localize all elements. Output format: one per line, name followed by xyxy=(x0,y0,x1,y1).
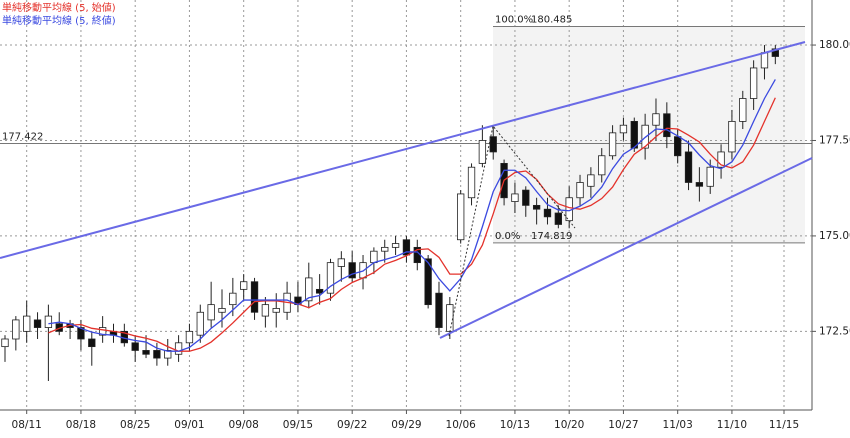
candle-body xyxy=(749,67,758,99)
price-line-label: 177.422 xyxy=(2,131,43,142)
candle-body xyxy=(717,151,725,168)
x-tick-label: 11/15 xyxy=(769,419,799,431)
y-tick-label: 180.000 xyxy=(819,39,850,51)
candle-body xyxy=(164,350,172,359)
candle-body xyxy=(33,319,42,328)
candle-body xyxy=(77,327,85,340)
candle-body xyxy=(446,304,454,332)
fib-value: 174.819 xyxy=(531,231,572,242)
legend-entry: 単純移動平均線 (5, 終値) xyxy=(2,14,116,27)
candle-body xyxy=(326,262,335,294)
candle-body xyxy=(511,193,519,202)
candle-body xyxy=(153,350,161,359)
candle-body xyxy=(706,166,714,187)
candle-body xyxy=(598,155,606,176)
fib-value: 180.485 xyxy=(531,15,572,26)
x-tick-label: 10/20 xyxy=(554,419,584,431)
candle-body xyxy=(1,338,9,348)
candle-body xyxy=(467,166,476,199)
candle-body xyxy=(684,151,693,183)
x-tick-label: 08/18 xyxy=(66,419,96,431)
trend-line xyxy=(439,157,813,339)
candle-body xyxy=(185,330,194,344)
plot xyxy=(1,45,779,381)
candle-body xyxy=(381,246,389,252)
candle-body xyxy=(576,182,584,199)
candle-body xyxy=(663,113,671,138)
candle-body xyxy=(587,174,595,187)
x-tick-label: 11/10 xyxy=(717,419,747,431)
candle-body xyxy=(229,292,237,306)
candle-body xyxy=(315,288,324,294)
candle-body xyxy=(12,319,20,340)
candle-body xyxy=(88,338,96,348)
x-tick-label: 09/22 xyxy=(337,419,367,431)
x-tick-label: 09/15 xyxy=(283,419,313,431)
candle-body xyxy=(630,120,638,149)
candle-body xyxy=(142,350,150,355)
x-tick-label: 09/08 xyxy=(229,419,259,431)
y-tick-label: 177.500 xyxy=(819,134,850,146)
x-tick-label: 10/27 xyxy=(608,419,638,431)
labels: 172.500 175.000 177.500 180.000 08/11 08/18 08… xyxy=(2,1,850,431)
candle-body xyxy=(619,124,628,134)
candle-body xyxy=(174,342,183,355)
candle-body xyxy=(608,132,617,157)
candle-body xyxy=(250,281,259,313)
candle-body xyxy=(435,292,443,328)
candle-body xyxy=(131,342,139,351)
candle-body xyxy=(424,258,432,306)
candle-body xyxy=(44,315,53,328)
candle-body xyxy=(207,304,215,321)
candle-body xyxy=(196,311,204,336)
candle-body xyxy=(522,189,530,206)
candle-body xyxy=(478,140,487,164)
x-tick-label: 08/11 xyxy=(12,419,42,431)
moving-average-line xyxy=(48,79,776,352)
candle-body xyxy=(760,52,769,69)
x-tick-label: 09/29 xyxy=(391,419,421,431)
x-tick-label: 08/25 xyxy=(120,419,150,431)
candle-body xyxy=(337,258,345,267)
candle-body xyxy=(348,262,356,279)
fib-anchor xyxy=(448,124,576,337)
candle-body xyxy=(23,315,31,332)
candle-body xyxy=(652,113,660,126)
candle-body xyxy=(532,204,541,210)
x-tick-label: 10/13 xyxy=(500,419,530,431)
y-tick-label: 172.500 xyxy=(819,325,850,337)
y-tick-label: 175.000 xyxy=(819,230,850,242)
candle-body xyxy=(728,120,736,153)
candle-body xyxy=(240,281,248,290)
x-tick-label: 11/03 xyxy=(663,419,693,431)
candle-body xyxy=(543,208,552,218)
fib-label: 0.0% xyxy=(495,231,520,242)
candle-body xyxy=(391,243,400,248)
candle-body xyxy=(771,48,779,57)
candle-body xyxy=(457,193,465,241)
candle-body xyxy=(554,212,562,225)
candle-body xyxy=(739,98,747,122)
candle-body xyxy=(370,250,378,264)
candle-body xyxy=(272,308,280,313)
candle-body xyxy=(218,308,226,313)
candle-body xyxy=(305,277,313,302)
candle-body xyxy=(695,182,704,187)
legend-entry: 単純移動平均線 (5, 始値) xyxy=(2,1,116,14)
candle-body xyxy=(674,136,682,157)
trend-line xyxy=(0,41,806,259)
fib-label: 100.0% xyxy=(495,15,533,26)
candle-body xyxy=(98,327,107,336)
x-tick-label: 10/06 xyxy=(446,419,477,431)
candle-body xyxy=(261,304,270,317)
moving-average-line xyxy=(48,97,776,352)
candle-body xyxy=(402,239,411,256)
x-tick-label: 09/01 xyxy=(174,419,204,431)
candle-body xyxy=(489,136,497,153)
